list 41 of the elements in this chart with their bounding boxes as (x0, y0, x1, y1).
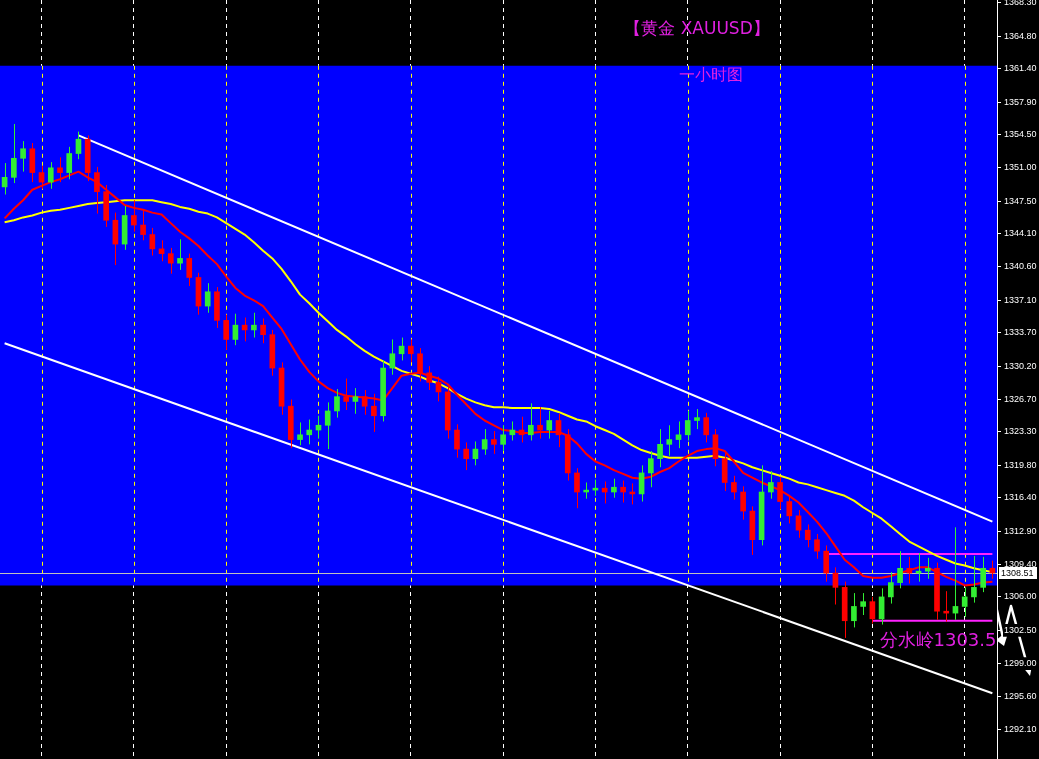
text: 一小时图 (679, 65, 743, 85)
candlestick (491, 430, 497, 455)
y-tick-label: 1337.10 (1004, 294, 1037, 305)
candlestick (721, 452, 728, 492)
candlestick (167, 247, 174, 275)
candlestick (214, 286, 220, 329)
annotation: 分水岭1303.5 (879, 628, 997, 650)
y-tick-label: 1351.00 (1004, 162, 1037, 173)
candlestick (103, 184, 109, 228)
y-tick-label: 1302.50 (1004, 624, 1037, 635)
y-tick-label: 1340.60 (1004, 261, 1037, 272)
y-tick-label: 1319.80 (1004, 459, 1037, 470)
candlestick (666, 424, 673, 457)
y-tick-label: 1347.50 (1004, 195, 1037, 206)
y-tick-label: 1357.90 (1004, 96, 1037, 107)
y-tick-label: 1306.00 (1004, 591, 1037, 602)
candlestick (297, 421, 303, 446)
candlestick (177, 238, 183, 271)
candlestick (694, 408, 700, 430)
y-tick-label: 1333.70 (1004, 327, 1037, 338)
y-tick-label: 1316.40 (1004, 492, 1037, 503)
candlestick (20, 140, 26, 173)
candlestick (29, 142, 36, 183)
y-tick-label: 1326.70 (1004, 394, 1037, 405)
y-tick-label: 1295.60 (1004, 690, 1037, 701)
candlestick (343, 378, 350, 411)
y-tick-label: 1309.40 (1004, 558, 1037, 569)
y-tick-label: 1323.30 (1004, 426, 1037, 437)
y-tick-label: 1299.00 (1004, 658, 1037, 669)
y-tick-label: 1330.20 (1004, 360, 1037, 371)
y-tick-label: 1312.90 (1004, 525, 1037, 536)
y-tick-label: 1344.10 (1004, 228, 1037, 239)
text: 【黄金 XAUUSD】 (624, 18, 770, 39)
y-tick-label: 1361.40 (1004, 63, 1037, 74)
y-tick-label: 1364.80 (1004, 30, 1037, 41)
candlestick (426, 365, 433, 391)
candlestick (500, 424, 506, 452)
ref-line-label: 1308.51 (1001, 567, 1034, 578)
y-tick-label: 1354.50 (1004, 128, 1037, 139)
candlestick (860, 592, 866, 616)
y-tick-label: 1292.10 (1004, 723, 1037, 734)
